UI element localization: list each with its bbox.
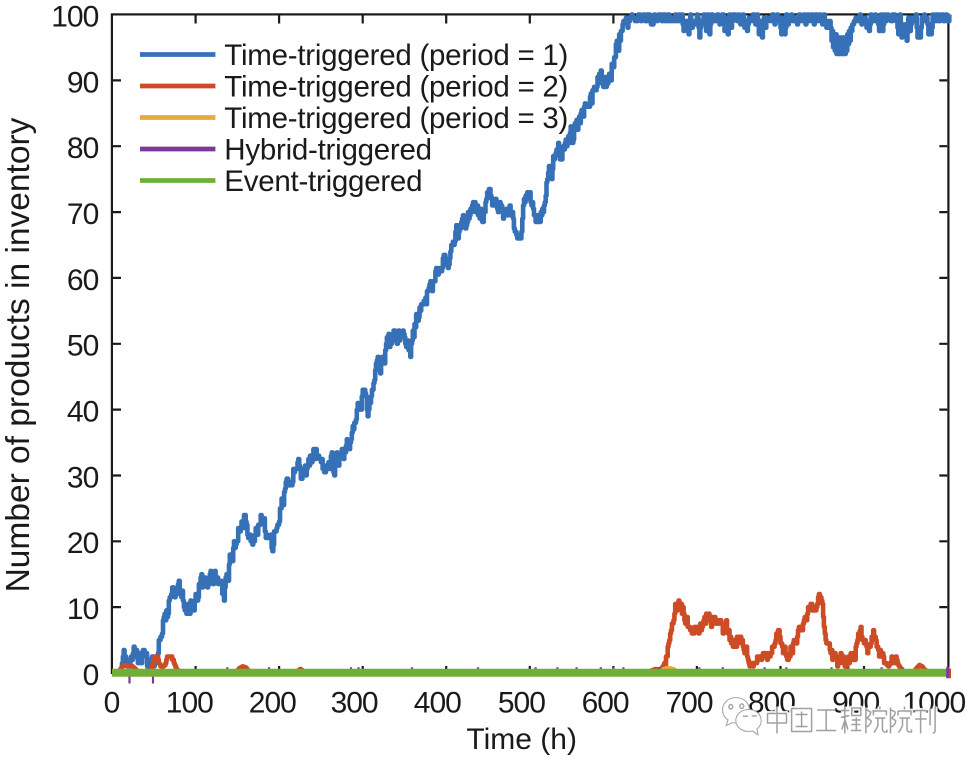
svg-text:20: 20	[67, 527, 99, 560]
svg-text:50: 50	[67, 330, 99, 363]
svg-text:100: 100	[166, 687, 213, 720]
svg-text:600: 600	[582, 687, 629, 720]
svg-text:Time-triggered (period = 2): Time-triggered (period = 2)	[224, 71, 568, 104]
svg-text:500: 500	[498, 687, 545, 720]
svg-text:Time-triggered (period = 1): Time-triggered (period = 1)	[224, 39, 568, 72]
svg-text:90: 90	[67, 66, 99, 99]
svg-text:Number of products in inventor: Number of products in inventory	[0, 117, 37, 592]
svg-text:200: 200	[249, 687, 296, 720]
svg-text:100: 100	[51, 0, 98, 33]
svg-text:Time-triggered (period = 3): Time-triggered (period = 3)	[224, 102, 568, 135]
svg-text:Time (h): Time (h)	[466, 723, 577, 756]
svg-text:Hybrid-triggered: Hybrid-triggered	[224, 134, 431, 167]
svg-text:Event-triggered: Event-triggered	[224, 165, 422, 198]
svg-text:60: 60	[67, 264, 99, 297]
svg-text:40: 40	[67, 396, 99, 429]
svg-text:0: 0	[104, 687, 120, 720]
svg-text:70: 70	[67, 198, 99, 231]
svg-text:700: 700	[665, 687, 712, 720]
svg-text:400: 400	[414, 687, 461, 720]
svg-text:300: 300	[331, 687, 378, 720]
svg-text:0: 0	[83, 659, 99, 692]
svg-text:30: 30	[67, 461, 99, 494]
svg-text:80: 80	[67, 132, 99, 165]
svg-text:10: 10	[67, 593, 99, 626]
